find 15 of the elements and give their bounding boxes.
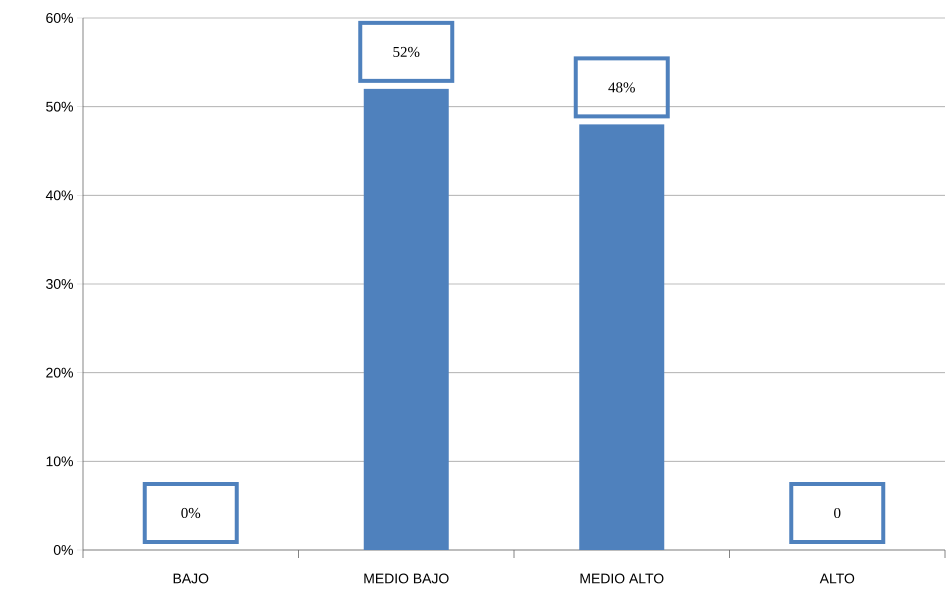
data-label: 0 <box>834 508 840 518</box>
x-tick-label: MEDIO ALTO <box>580 574 664 584</box>
y-tick-label: 40% <box>46 190 73 200</box>
x-tick-label: MEDIO BAJO <box>364 574 449 584</box>
y-tick-label: 0% <box>54 545 73 555</box>
data-label: 0% <box>181 508 200 518</box>
y-tick-label: 10% <box>46 456 73 466</box>
y-tick-label: 60% <box>46 13 73 23</box>
x-tick-label: BAJO <box>174 574 208 584</box>
y-tick-label: 30% <box>46 279 73 289</box>
y-tick-label: 50% <box>46 102 73 112</box>
data-label: 52% <box>393 46 420 58</box>
data-label: 48% <box>608 82 635 92</box>
x-tick-label: ALTO <box>820 574 854 584</box>
y-tick-label: 20% <box>46 368 73 378</box>
